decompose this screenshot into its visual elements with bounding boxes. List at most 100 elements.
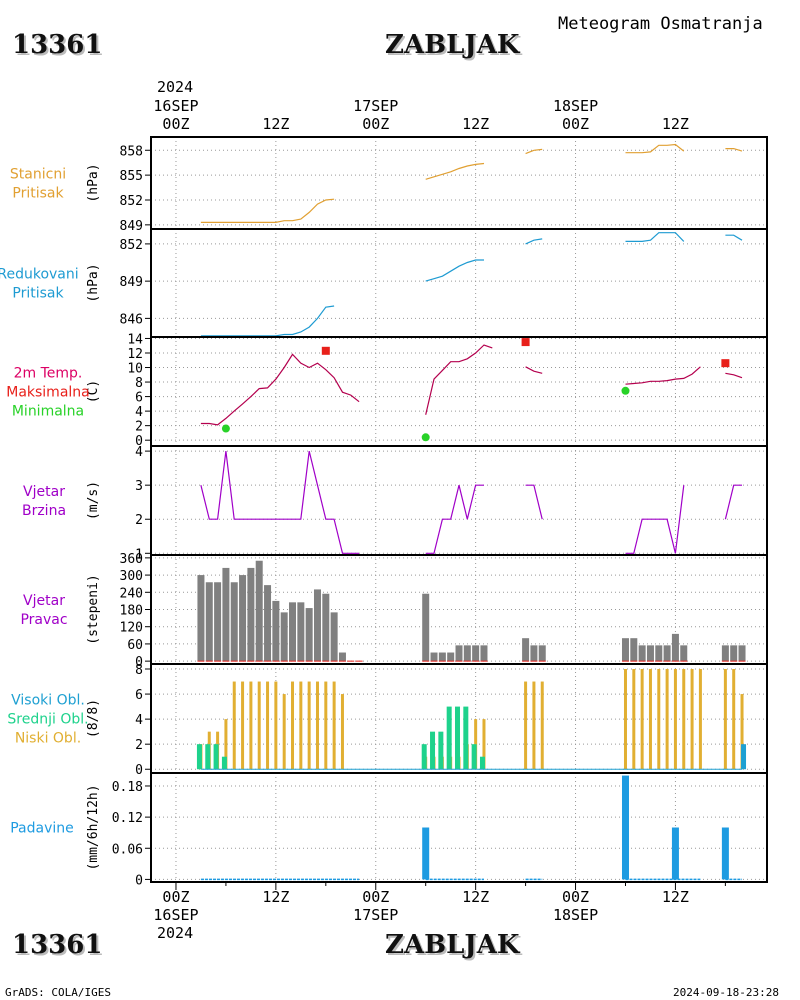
cloud-bar [196,744,202,770]
panel-1: 849 852 855 858 (hPa) Stanicni Pritisak [10,136,768,234]
cloud-bar [463,706,469,770]
precip-bar [422,827,430,880]
wind-direction-bar [738,645,746,662]
wind-direction-bar [663,645,671,662]
series-line [425,484,484,554]
wind-direction-bar [313,589,321,662]
wind-direction-bar [621,638,629,662]
cloud-bar [224,719,228,770]
tmax-marker [521,338,530,347]
time-tick-label-top: 12Z [262,115,289,133]
wind-direction-bar [671,633,679,662]
wind-direction-bar [330,612,338,662]
time-tick-label-top: 12Z [462,115,489,133]
date-label-top: 18SEP [553,97,598,115]
wind-direction-bar [472,645,480,662]
panel-2: 846 849 852 (hPa) Redukovani Pritisak [0,228,768,338]
panel-label-line: Vjetar [23,484,65,500]
cloud-bar [340,694,344,770]
series-line [625,143,685,154]
precip-bar [721,827,729,880]
y-tick-label: 0 [135,873,143,888]
temperature-line [725,372,743,379]
y-axis-label: (hPa) [86,163,101,202]
cloud-bar [665,669,669,770]
panel-6: 0 2 4 6 8 (8/8)Visoki Obl. Srednji Obl. Niski O… [7,663,768,778]
cloud-bar [274,681,278,770]
cloud-bar [540,681,544,770]
series-line [200,450,360,554]
panel-7: 0 0.06 0.12 0.18 (mm/6h/12h) Padavine [10,772,768,888]
y-tick-label: 3 [135,479,143,494]
panel-frame [150,136,768,230]
y-tick-label: 12 [127,347,143,362]
tmin-marker [221,424,230,433]
series-line [200,305,335,337]
y-tick-label: 852 [120,238,143,253]
date-label-top: 16SEP [153,97,198,115]
panel-5: 0 60 120 180 240 300 360 (stepeni) Vjetar Pravac [20,552,768,670]
cloud-bar [213,744,219,770]
series-line [200,198,335,223]
cloud-bar [698,669,702,770]
wind-direction-bar [630,638,638,662]
y-tick-label: 0.12 [112,811,143,826]
wind-direction-bar [297,602,305,662]
tmax-marker [321,346,330,355]
series-line [525,238,543,245]
date-label-bottom: 17SEP [353,906,398,924]
wind-direction-bar [680,645,688,662]
y-tick-label: 2 [135,738,143,753]
y-tick-label: 300 [120,569,143,584]
cloud-bar [266,681,270,770]
time-tick-label-bottom: 12Z [262,888,289,906]
wind-direction-bar [272,600,280,662]
cloud-bar [438,731,444,770]
y-tick-label: 10 [127,362,143,377]
wind-direction-bar [239,575,247,662]
time-tick-label-top: 00Z [162,115,189,133]
y-tick-label: 4 [135,445,143,460]
wind-direction-bar [205,582,213,662]
wind-direction-bar [646,645,654,662]
cloud-bar [682,669,686,770]
wind-direction-bar [530,645,538,662]
precip-bar [621,775,629,880]
panel-label-line: Vjetar [23,593,65,609]
panel-label-line: Redukovani [0,267,79,283]
y-tick-label: 120 [120,621,143,636]
y-tick-label: 855 [120,169,143,184]
wind-direction-bar [214,582,222,662]
cloud-bar [249,681,253,770]
y-axis-label: (8/8) [86,699,101,738]
wind-direction-bar [222,567,230,662]
cloud-bar [732,669,736,770]
cloud-bar [623,669,627,770]
y-tick-label: 4 [135,405,143,420]
panel-label-line: Maksimalna [6,385,90,401]
cloud-bar [690,669,694,770]
credit-text: GrADS: COLA/IGES [5,986,111,999]
time-tick-label-bottom: 00Z [162,888,189,906]
y-axis-label: (mm/6h/12h) [86,784,101,870]
wind-direction-bar [463,645,471,662]
cloud-bar [673,669,677,770]
panel-label-line: Niski Obl. [15,731,81,747]
series-line [625,232,685,242]
cloud-bar [446,706,452,770]
wind-direction-bar [655,645,663,662]
chart-subtitle: Meteogram Osmatranja [558,14,763,34]
wind-direction-bar [264,585,272,662]
wind-direction-bar [438,652,446,662]
y-tick-label: 849 [120,275,143,290]
cloud-bar [740,694,744,770]
wind-direction-bar [322,593,330,662]
y-tick-label: 6 [135,688,143,703]
wind-direction-bar [538,645,546,662]
y-axis-label: (hPa) [86,263,101,302]
y-tick-label: 60 [127,638,143,653]
cloud-bar [221,756,227,770]
y-tick-label: 0 [135,655,143,670]
cloud-bar [315,681,319,770]
